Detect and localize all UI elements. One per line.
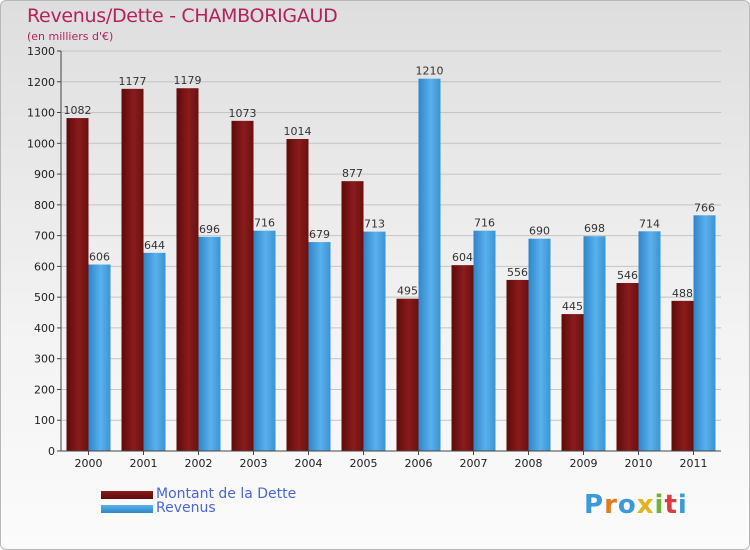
bar-revenue-2009	[583, 236, 606, 451]
y-tick-label: 1100	[27, 107, 55, 120]
legend-swatch-debt	[101, 491, 153, 499]
x-tick-label: 2008	[515, 457, 543, 470]
x-tick-label: 2004	[295, 457, 323, 470]
y-tick-label: 700	[34, 230, 55, 243]
data-label-revenue-2001: 644	[144, 239, 165, 252]
data-label-revenue-2007: 716	[474, 217, 495, 230]
data-label-revenue-2005: 713	[364, 218, 385, 231]
x-tick-label: 2011	[680, 457, 708, 470]
x-tick-label: 2002	[185, 457, 213, 470]
y-tick-label: 0	[48, 445, 55, 458]
x-tick-label: 2003	[240, 457, 268, 470]
legend-swatch-revenue	[101, 505, 153, 513]
y-tick-label: 600	[34, 260, 55, 273]
x-tick-label: 2009	[570, 457, 598, 470]
bar-debt-2000	[66, 118, 89, 452]
data-label-revenue-2009: 698	[584, 222, 605, 235]
data-label-debt-2001: 1177	[119, 75, 147, 88]
data-label-revenue-2004: 679	[309, 228, 330, 241]
bar-debt-2003	[231, 120, 254, 451]
bar-revenue-2010	[638, 231, 661, 451]
data-label-revenue-2010: 714	[639, 217, 660, 230]
proxiti-logo: Proxiti	[584, 490, 688, 520]
data-label-debt-2011: 488	[672, 287, 693, 300]
y-tick-label: 1300	[27, 45, 55, 58]
bar-revenue-2007	[473, 230, 496, 451]
y-tick-label: 200	[34, 383, 55, 396]
bars-group	[66, 78, 716, 452]
x-tick-label: 2005	[350, 457, 378, 470]
legend-label-revenue: Revenus	[156, 500, 216, 516]
data-label-revenue-2008: 690	[529, 225, 550, 238]
data-label-debt-2006: 495	[397, 285, 418, 298]
data-label-revenue-2000: 606	[89, 251, 110, 264]
data-label-debt-2002: 1179	[174, 74, 202, 87]
logo-letter: o	[617, 490, 637, 520]
x-tick-label: 2006	[405, 457, 433, 470]
data-label-revenue-2003: 716	[254, 217, 275, 230]
data-label-debt-2009: 445	[562, 300, 583, 313]
bar-debt-2008	[506, 279, 529, 451]
bar-revenue-2011	[693, 215, 716, 451]
x-tick-label: 2000	[75, 457, 103, 470]
logo-letter: i	[677, 490, 688, 520]
y-tick-label: 500	[34, 291, 55, 304]
logo-letter: P	[584, 490, 605, 520]
bar-revenue-2002	[198, 236, 221, 451]
data-label-debt-2000: 1082	[64, 104, 92, 117]
data-label-debt-2008: 556	[507, 266, 528, 279]
bar-debt-2002	[176, 88, 199, 451]
data-label-debt-2010: 546	[617, 269, 638, 282]
bar-revenue-2003	[253, 230, 276, 451]
y-tick-label: 900	[34, 168, 55, 181]
data-label-debt-2005: 877	[342, 167, 363, 180]
bar-debt-2011	[671, 300, 694, 451]
bar-revenue-2005	[363, 231, 386, 451]
gridlines	[61, 50, 721, 452]
legend-label-debt: Montant de la Dette	[156, 486, 297, 502]
bar-debt-2010	[616, 283, 639, 451]
x-tick-label: 2007	[460, 457, 488, 470]
y-tick-label: 400	[34, 322, 55, 335]
y-tick-label: 100	[34, 414, 55, 427]
chart-title: Revenus/Dette - CHAMBORIGAUD	[27, 5, 338, 27]
data-label-debt-2004: 1014	[284, 125, 312, 138]
bar-revenue-2000	[88, 264, 111, 451]
logo-letter: t	[664, 490, 678, 520]
data-label-debt-2007: 604	[452, 251, 473, 264]
unit-label: (en milliers d'€)	[27, 30, 114, 43]
data-labels: 1082 606 1177 644 1179 696 1073 716 1014 679 877 71…	[64, 65, 716, 313]
x-tick-label: 2010	[625, 457, 653, 470]
y-tick-label: 300	[34, 353, 55, 366]
bar-revenue-2006	[418, 78, 441, 451]
data-label-revenue-2011: 766	[694, 201, 715, 214]
bar-debt-2004	[286, 139, 309, 451]
bar-debt-2006	[396, 298, 419, 451]
bar-debt-2009	[561, 314, 584, 451]
axes: 0 100 200 300 400 500 600 700 800 900 1000 1100 1200…	[27, 45, 721, 470]
data-label-revenue-2002: 696	[199, 223, 220, 236]
data-label-revenue-2006: 1210	[416, 65, 444, 78]
bar-revenue-2004	[308, 242, 331, 451]
bar-debt-2005	[341, 181, 364, 451]
y-tick-label: 1000	[27, 137, 55, 150]
bar-debt-2007	[451, 265, 474, 451]
bar-debt-2001	[121, 88, 144, 451]
x-tick-label: 2001	[130, 457, 158, 470]
bar-revenue-2001	[143, 252, 166, 451]
bar-revenue-2008	[528, 238, 551, 451]
data-label-debt-2003: 1073	[229, 107, 257, 120]
logo-letter: x	[636, 490, 655, 520]
logo-letter: r	[604, 490, 618, 520]
y-tick-label: 800	[34, 199, 55, 212]
logo-letter: i	[654, 490, 665, 520]
y-tick-label: 1200	[27, 76, 55, 89]
